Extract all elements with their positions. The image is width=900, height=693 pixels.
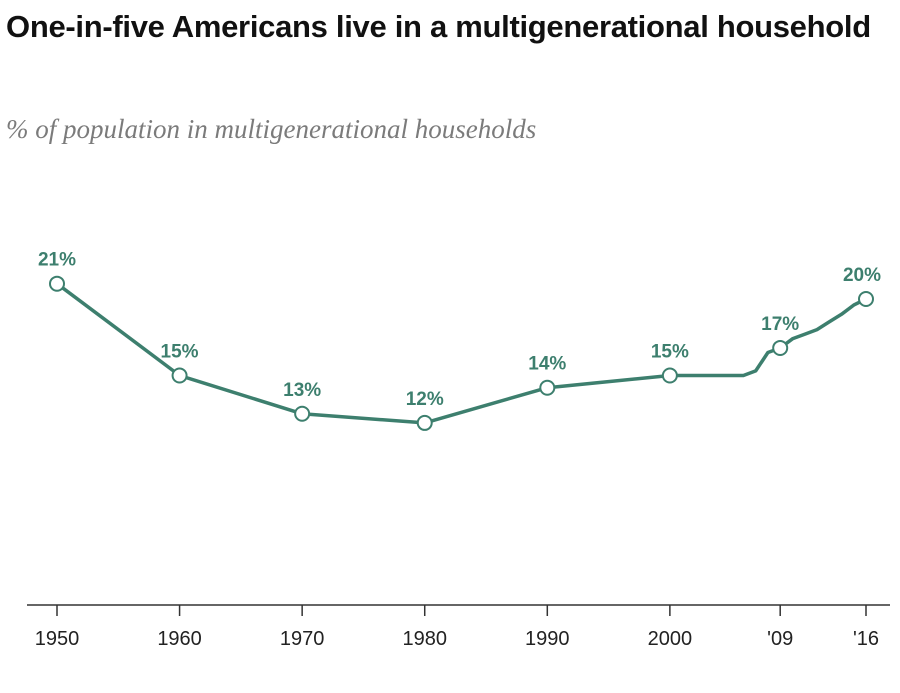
data-label: 17%	[761, 314, 799, 335]
data-label: 20%	[843, 265, 881, 286]
x-tick-label: 1970	[280, 628, 325, 650]
chart-title: One-in-five Americans live in a multigen…	[6, 9, 871, 44]
data-point-marker	[858, 291, 874, 307]
data-point-marker	[416, 414, 433, 431]
x-tick-label: 1960	[157, 628, 202, 650]
data-label: 14%	[528, 354, 566, 375]
data-point-marker	[294, 405, 311, 422]
x-tick-label: 1980	[402, 628, 447, 650]
data-label: 13%	[283, 380, 321, 401]
x-tick-label: '09	[767, 628, 793, 650]
x-tick-label: '16	[853, 628, 879, 650]
data-point-marker	[539, 379, 556, 396]
series-line	[55, 281, 868, 425]
data-label: 21%	[38, 250, 76, 271]
data-point-marker	[171, 367, 188, 384]
chart-subtitle: % of population in multigenerational hou…	[6, 114, 537, 144]
data-point-marker	[772, 339, 789, 356]
data-label: 15%	[161, 342, 199, 363]
data-point-marker	[661, 367, 678, 384]
data-point-marker	[49, 275, 65, 292]
x-tick-label: 2000	[648, 628, 693, 650]
x-tick-label: 1990	[525, 628, 570, 650]
data-label: 15%	[651, 342, 689, 363]
data-label: 12%	[406, 389, 444, 410]
x-tick-label: 1950	[35, 628, 80, 650]
